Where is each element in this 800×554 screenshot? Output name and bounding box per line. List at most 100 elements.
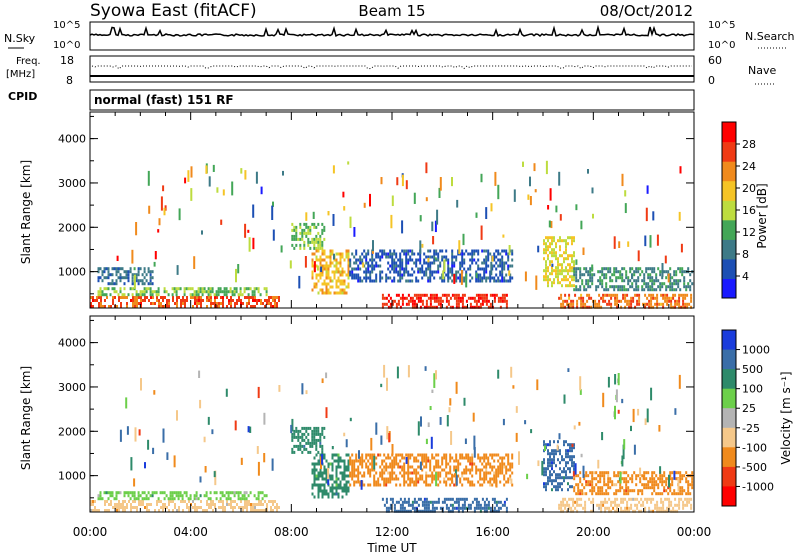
echo-cell [385, 456, 388, 460]
echo-cell [197, 293, 200, 297]
echo-cell [431, 293, 434, 297]
echo-cell [509, 462, 512, 466]
echo-cell [403, 296, 406, 300]
echo-cell [579, 288, 582, 292]
echo-cell [92, 305, 94, 308]
echo-cell [199, 399, 202, 409]
echo-cell [607, 288, 610, 292]
echo-cell [405, 261, 408, 265]
echo-cell [189, 287, 192, 291]
echo-cell [483, 273, 486, 277]
echo-cell [596, 305, 599, 309]
echo-cell [125, 270, 128, 274]
echo-cell [142, 500, 144, 503]
echo-cell [99, 494, 102, 498]
echo-cell [572, 305, 575, 309]
echo-cell [276, 305, 278, 308]
echo-cell [135, 279, 138, 283]
echo-cell [148, 509, 150, 512]
echo-cell [663, 471, 666, 475]
echo-cell [100, 299, 102, 302]
echo-cell [616, 302, 619, 306]
echo-cell [594, 302, 597, 306]
echo-cell [605, 288, 608, 292]
y-tick-label: 1000 [58, 470, 86, 483]
echo-cell [293, 228, 296, 232]
echo-cell [625, 276, 628, 280]
echo-cell [453, 500, 456, 504]
echo-cell [445, 480, 448, 484]
echo-cell [580, 497, 583, 501]
echo-cell [604, 500, 607, 504]
echo-cell [690, 503, 693, 507]
echo-cell [305, 390, 308, 395]
echo-cell [162, 299, 164, 302]
echo-cell [397, 273, 400, 277]
echo-cell [401, 264, 404, 268]
echo-cell [147, 170, 150, 186]
echo-cell [301, 383, 304, 395]
echo-cell [103, 267, 106, 271]
echo-cell [471, 305, 474, 309]
echo-cell [389, 506, 392, 510]
echo-cell [551, 236, 553, 240]
echo-cell [313, 222, 316, 226]
echo-cell [407, 279, 410, 283]
echo-cell [457, 270, 460, 274]
echo-cell [331, 462, 334, 466]
echo-cell [591, 492, 594, 496]
echo-cell [585, 270, 588, 274]
echo-cell [363, 249, 366, 253]
echo-cell [575, 474, 578, 478]
echo-cell [195, 494, 198, 498]
echo-cell [511, 465, 514, 469]
echo-cell [389, 480, 392, 484]
echo-cell [230, 506, 232, 509]
echo-cell [363, 474, 366, 478]
echo-cell [469, 296, 472, 300]
echo-cell [393, 503, 396, 507]
y-tick-label: 2000 [58, 425, 86, 438]
echo-cell [622, 509, 625, 513]
echo-cell [579, 389, 582, 395]
echo-cell [573, 461, 575, 465]
echo-cell [353, 465, 356, 469]
echo-cell [369, 276, 372, 280]
echo-cell [596, 503, 599, 507]
echo-cell [663, 270, 666, 274]
echo-cell [133, 494, 136, 498]
echo-cell [588, 497, 591, 501]
echo-cell [547, 464, 549, 468]
echo-cell [493, 264, 496, 268]
echo-cell [657, 285, 660, 289]
echo-cell [499, 279, 502, 283]
echo-cell [455, 276, 458, 280]
echo-cell [413, 261, 416, 265]
echo-cell [638, 509, 641, 513]
echo-cell [145, 279, 148, 283]
echo-cell [112, 302, 114, 305]
echo-cell [90, 296, 92, 299]
echo-cell [353, 276, 356, 280]
echo-cell [605, 489, 608, 493]
echo-cell [381, 270, 384, 274]
echo-cell [691, 471, 694, 475]
echo-cell [641, 483, 644, 487]
echo-cell [381, 255, 384, 259]
echo-cell [616, 509, 619, 513]
echo-cell [565, 242, 567, 246]
echo-cell [111, 267, 114, 271]
echo-cell [146, 503, 148, 506]
echo-cell [411, 252, 414, 256]
echo-cell [117, 267, 120, 271]
echo-cell [559, 482, 561, 486]
echo-cell [291, 234, 294, 238]
echo-cell [311, 441, 314, 445]
echo-cell [630, 425, 632, 432]
echo-cell [579, 267, 582, 271]
echo-cell [171, 293, 174, 297]
echo-cell [433, 299, 436, 303]
echo-cell [425, 509, 428, 513]
echo-region [90, 500, 280, 512]
echo-cell [327, 495, 330, 499]
